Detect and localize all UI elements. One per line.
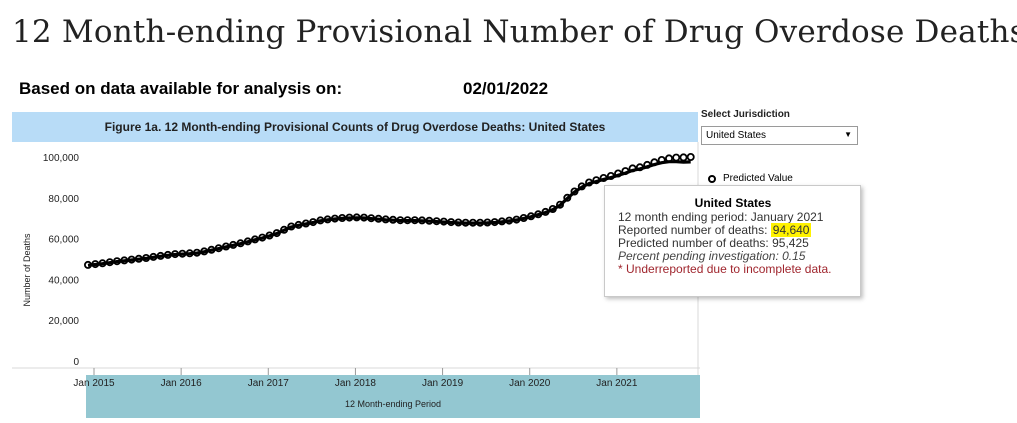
tooltip-underreported-note: * Underreported due to incomplete data. xyxy=(618,262,832,276)
tooltip-pending: Percent pending investigation: 0.15 xyxy=(618,249,806,263)
legend-predicted[interactable]: Predicted Value xyxy=(708,173,793,184)
chart-canvas[interactable]: 0 20,000 40,000 60,000 80,000 100,000 Jan 201… xyxy=(12,142,700,418)
x-tick-label: Jan 2015 xyxy=(73,378,115,389)
y-tick-label: 100,000 xyxy=(43,153,80,164)
overdose-chart[interactable]: 0 20,000 40,000 60,000 80,000 100,000 Jan 201… xyxy=(12,142,700,418)
jurisdiction-selected-value: United States xyxy=(706,130,767,141)
page-title: 12 Month-ending Provisional Number of Dr… xyxy=(12,14,1017,50)
x-tick-label: Jan 2020 xyxy=(509,378,551,389)
x-axis-band xyxy=(86,375,700,418)
reported-line[interactable] xyxy=(87,160,691,267)
x-tick-label: Jan 2016 xyxy=(161,378,203,389)
x-tick-label: Jan 2021 xyxy=(596,378,638,389)
x-axis: Jan 2015 Jan 2016 Jan 2017 Jan 2018 Jan 2019… xyxy=(73,368,638,389)
tooltip-reported-value: 94,640 xyxy=(770,223,812,237)
tooltip-reported-label: Reported number of deaths: xyxy=(618,223,768,237)
x-tick-label: Jan 2019 xyxy=(422,378,464,389)
x-tick-label: Jan 2018 xyxy=(335,378,377,389)
data-tooltip: United States 12 month ending period: Ja… xyxy=(604,185,861,297)
circle-marker-icon xyxy=(708,174,716,183)
jurisdiction-label: Select Jurisdiction xyxy=(701,109,790,120)
data-date-value: 02/01/2022 xyxy=(463,79,549,98)
x-tick-label: Jan 2017 xyxy=(248,378,290,389)
x-axis-label: 12 Month-ending Period xyxy=(345,399,441,409)
data-date-label: Based on data available for analysis on: xyxy=(19,79,343,98)
tooltip-reported: Reported number of deaths: 94,640 xyxy=(618,223,848,237)
predicted-point[interactable] xyxy=(672,153,681,162)
predicted-point[interactable] xyxy=(679,153,688,162)
jurisdiction-select[interactable]: United States ▼ xyxy=(701,126,858,145)
tooltip-title: United States xyxy=(694,196,772,210)
y-axis: 0 20,000 40,000 60,000 80,000 100,000 xyxy=(43,153,80,368)
y-tick-label: 60,000 xyxy=(48,235,79,246)
y-tick-label: 20,000 xyxy=(48,316,79,327)
predicted-point[interactable] xyxy=(686,152,695,161)
tooltip-predicted: Predicted number of deaths: 95,425 xyxy=(618,236,809,250)
y-tick-label: 80,000 xyxy=(48,194,79,205)
tooltip-period: 12 month ending period: January 2021 xyxy=(618,210,824,224)
chevron-down-icon: ▼ xyxy=(844,130,852,139)
y-axis-label: Number of Deaths xyxy=(22,233,32,307)
legend-predicted-label: Predicted Value xyxy=(723,173,793,184)
y-tick-label: 0 xyxy=(73,357,79,368)
y-tick-label: 40,000 xyxy=(48,275,79,286)
figure-title: Figure 1a. 12 Month-ending Provisional C… xyxy=(12,112,698,142)
